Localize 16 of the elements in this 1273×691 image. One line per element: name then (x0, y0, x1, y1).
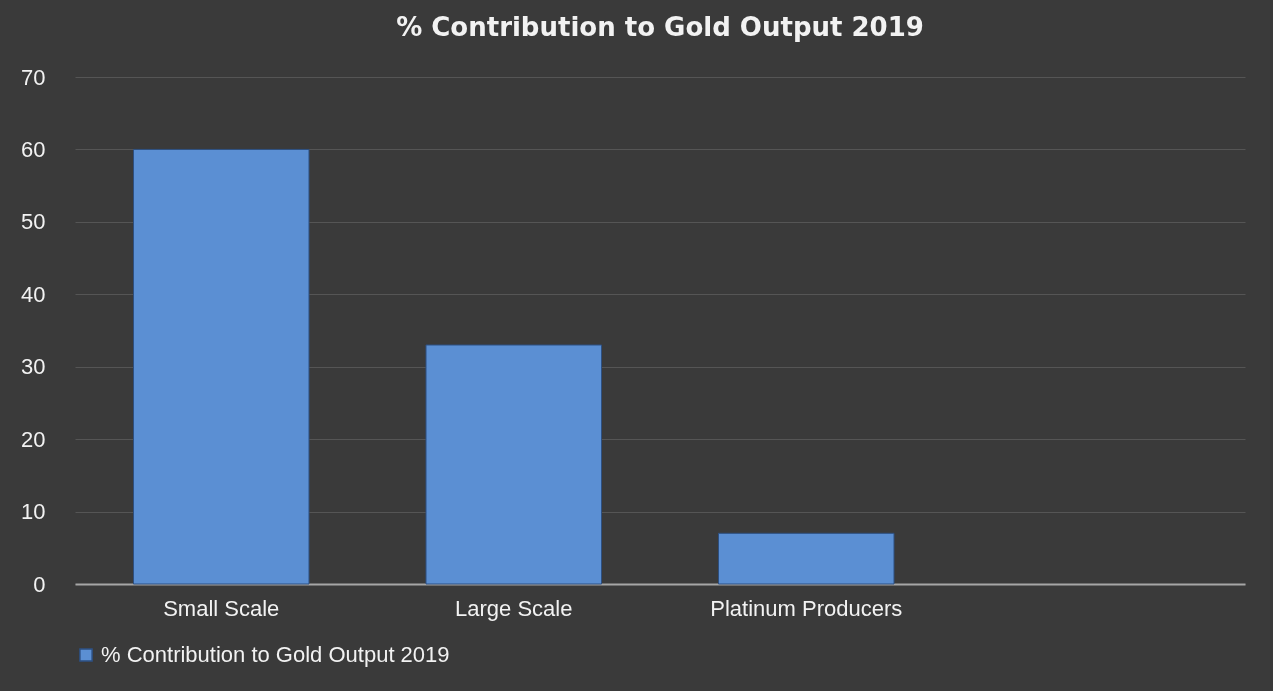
chart-title: % Contribution to Gold Output 2019 (396, 12, 924, 42)
x-tick-label: Large Scale (455, 595, 573, 621)
y-tick-label: 30 (21, 354, 46, 380)
bar (718, 532, 895, 585)
y-tick-label: 70 (21, 64, 46, 90)
x-tick-label: Platinum Producers (710, 595, 903, 621)
y-tick-label: 0 (33, 571, 46, 597)
bar (425, 344, 602, 585)
y-tick-label: 60 (21, 136, 46, 162)
y-tick-label: 10 (21, 499, 46, 525)
bar (133, 148, 310, 585)
x-tick-label: Small Scale (163, 595, 280, 621)
y-tick-label: 50 (21, 209, 46, 235)
y-tick-label: 40 (21, 281, 46, 307)
y-tick-label: 20 (21, 426, 46, 452)
legend-label: % Contribution to Gold Output 2019 (101, 642, 450, 667)
